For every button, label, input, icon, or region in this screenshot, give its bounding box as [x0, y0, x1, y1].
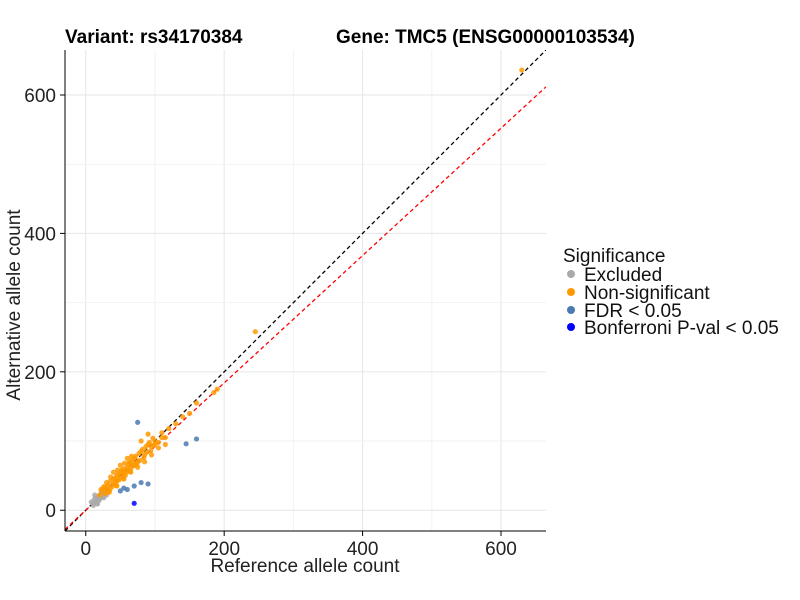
point-non-significant	[155, 445, 162, 451]
point-excluded	[92, 492, 98, 498]
point-excluded	[94, 501, 101, 507]
point-fdr-0-05	[117, 488, 123, 494]
point-non-significant	[122, 473, 128, 479]
point-non-significant	[166, 425, 172, 432]
point-non-significant	[214, 386, 220, 392]
point-fdr-0-05	[121, 485, 127, 491]
point-non-significant	[112, 479, 119, 486]
point-non-significant	[135, 464, 141, 470]
point-non-significant	[128, 469, 134, 475]
point-non-significant	[138, 438, 144, 444]
point-non-significant	[106, 488, 112, 494]
point-fdr-0-05	[138, 479, 144, 486]
point-non-significant	[110, 469, 117, 475]
point-non-significant	[108, 474, 114, 480]
y-tick-label: 400	[24, 224, 56, 245]
legend-label-non-significant: Non-significant	[584, 283, 710, 304]
legend-key-excluded	[567, 270, 575, 278]
point-non-significant	[132, 453, 139, 459]
point-non-significant	[148, 452, 155, 458]
point-non-significant	[128, 453, 135, 459]
x-tick-label: 600	[485, 539, 517, 560]
point-non-significant	[519, 67, 525, 73]
point-non-significant	[193, 400, 200, 406]
point-non-significant	[139, 446, 146, 452]
point-bonferroni-p-val-0-05	[131, 500, 137, 506]
point-non-significant	[137, 457, 143, 464]
point-non-significant	[141, 455, 147, 461]
data-points	[88, 67, 525, 508]
y-tick-label: 600	[24, 86, 56, 107]
point-non-significant	[97, 492, 103, 498]
legend-title: Significance	[563, 246, 665, 267]
point-non-significant	[126, 459, 132, 465]
point-non-significant	[145, 431, 151, 437]
y-axis-title: Alternative allele count	[4, 209, 25, 401]
point-non-significant	[133, 460, 139, 466]
y-tick-label: 0	[45, 501, 56, 522]
legend-label-bonferroni: Bonferroni P-val < 0.05	[584, 318, 779, 339]
chart-title-gene: Gene: TMC5 (ENSG00000103534)	[336, 27, 635, 48]
x-tick-label: 400	[347, 539, 379, 560]
point-non-significant	[107, 478, 113, 484]
legend-key-non-significant	[567, 288, 575, 296]
point-non-significant	[136, 450, 142, 457]
grid	[65, 50, 546, 531]
point-non-significant	[109, 484, 115, 490]
point-non-significant	[101, 484, 108, 490]
point-non-significant	[114, 467, 121, 473]
point-non-significant	[116, 477, 122, 483]
legend: Significance Excluded Non-significant FD…	[563, 246, 779, 339]
chart-title-variant: Variant: rs34170384	[65, 27, 243, 48]
x-tick-label: 200	[208, 539, 240, 560]
legend-key-bonferroni	[567, 323, 575, 331]
point-non-significant	[141, 459, 148, 465]
point-non-significant	[162, 441, 168, 448]
point-non-significant	[144, 449, 150, 455]
y-tick-label: 200	[24, 363, 56, 384]
point-non-significant	[121, 460, 128, 466]
axis-ticks: 0 200 400 600 0 200 400 600	[24, 86, 517, 560]
point-non-significant	[252, 329, 258, 335]
point-non-significant	[150, 435, 156, 441]
point-fdr-0-05	[145, 481, 151, 487]
legend-label-excluded: Excluded	[584, 265, 662, 286]
point-fdr-0-05	[183, 441, 189, 447]
legend-label-fdr: FDR < 0.05	[584, 301, 682, 322]
point-fdr-0-05	[135, 419, 141, 425]
point-non-significant	[186, 410, 193, 416]
point-non-significant	[173, 421, 179, 427]
point-excluded	[101, 495, 107, 501]
point-fdr-0-05	[131, 483, 137, 489]
point-non-significant	[159, 430, 165, 436]
point-non-significant	[112, 475, 118, 482]
point-non-significant	[143, 443, 149, 450]
point-non-significant	[115, 471, 121, 477]
point-non-significant	[119, 468, 126, 475]
x-axis-title: Reference allele count	[210, 556, 400, 577]
x-tick-label: 0	[80, 539, 91, 560]
point-non-significant	[117, 462, 123, 468]
point-non-significant	[180, 414, 186, 420]
legend-key-fdr	[567, 306, 575, 314]
point-fdr-0-05	[193, 436, 200, 442]
point-non-significant	[102, 491, 108, 497]
point-non-significant	[211, 389, 217, 396]
point-non-significant	[146, 439, 153, 446]
point-non-significant	[130, 463, 136, 469]
point-non-significant	[159, 434, 165, 441]
point-non-significant	[148, 448, 154, 454]
point-non-significant	[152, 441, 158, 448]
point-excluded	[90, 502, 96, 508]
